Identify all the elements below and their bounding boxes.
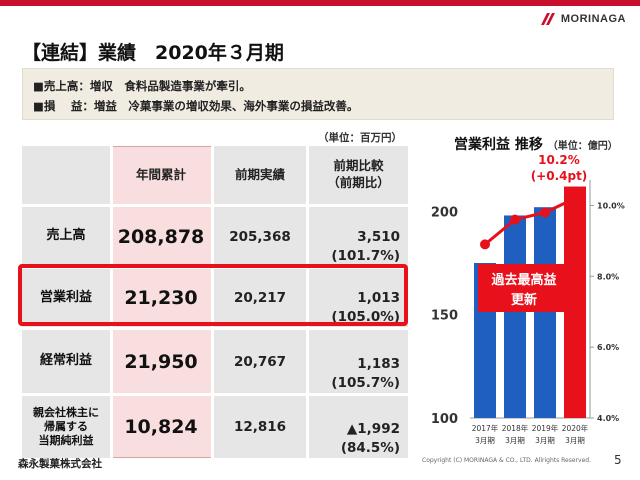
top-accent-bar: [0, 0, 640, 6]
operating-profit-chart: 100 150 200 4.0% 6.0% 8.0% 10.0% 2017年 3月期 2018年 3…: [431, 153, 625, 445]
right-axis-tick-label: 8.0%: [597, 272, 619, 281]
table-row-divider: [22, 204, 408, 207]
x-axis-category-label-period: 3月期: [565, 436, 585, 445]
header-comparison-line2: （前期比）: [327, 175, 390, 190]
left-axis-tick-label: 150: [431, 309, 458, 324]
sales-previous-value: 205,368: [229, 228, 291, 245]
record-profit-banner-line2: 更新: [511, 292, 537, 308]
net-income-previous-value: 12,816: [233, 419, 287, 435]
net-income-label-line3: 当期純利益: [38, 433, 94, 447]
sales-comparison: 3,510 (101.7%): [309, 207, 408, 266]
operating-profit-annual-value: 21,230: [124, 287, 198, 309]
ordinary-profit-ratio-value: (105.7%): [331, 375, 400, 392]
sales-annual-value: 208,878: [117, 225, 205, 248]
header-comparison-line1: 前期比較: [333, 158, 384, 174]
row-label-ordinary-profit: 経常利益: [39, 353, 92, 369]
footer-company-name: 森永製菓株式会社: [18, 458, 102, 470]
ordinary-profit-previous-value: 20,767: [233, 353, 287, 370]
brand-logo-text: MORINAGA: [560, 13, 626, 25]
footer-copyright: Copyright (C) MORINAGA & CO., LTD. Allri…: [422, 457, 591, 464]
ordinary-profit-annual-value: 21,950: [124, 350, 198, 373]
summary-sales-line: ■売上高：増収 食料品製造事業が牽引。: [33, 79, 251, 93]
net-income-annual-value: 10,824: [124, 416, 198, 438]
operating-profit-bar: [564, 186, 586, 418]
x-axis-category-label-year: 2017年: [472, 423, 499, 433]
net-income-comparison: ▲1,992 (84.5%): [309, 396, 408, 458]
x-axis-category-label-period: 3月期: [475, 436, 495, 445]
chart-title: 営業利益 推移 （単位：億円）: [454, 134, 618, 154]
operating-profit-previous-value: 20,217: [233, 290, 287, 306]
table-row-divider: [22, 393, 408, 396]
operating-profit-highlight-frame: [18, 264, 408, 326]
row-label-net-income: 親会社株主に 帰属する 当期純利益: [22, 396, 110, 458]
results-table: 年間累計 前期実績 前期比較 （前期比） 売上高 208,878 205,368…: [22, 146, 408, 458]
net-income-label-line2: 帰属する: [44, 420, 88, 434]
sales-ratio-value: (101.7%): [331, 248, 400, 265]
x-axis-category-label-year: 2018年: [502, 423, 529, 433]
margin-annotation-value: 10.2%: [538, 153, 580, 167]
chart-title-text: 営業利益 推移: [454, 137, 543, 153]
ordinary-profit-diff-value: 1,183: [357, 356, 400, 373]
operating-profit-ratio-value: (105.0%): [331, 309, 400, 326]
x-axis-category-label-year: 2019年: [532, 423, 559, 433]
ordinary-profit-comparison: 1,183 (105.7%): [309, 330, 408, 393]
page-title: 【連結】業績 2020年３月期: [22, 42, 284, 64]
net-income-label-line1: 親会社株主に: [33, 406, 99, 420]
header-annual: 年間累計: [135, 166, 186, 182]
operating-profit-bar: [504, 215, 526, 418]
table-col-divider: [211, 146, 214, 458]
angel-mark-icon: [540, 13, 555, 25]
operating-margin-point: [540, 207, 550, 218]
net-income-diff-value: ▲1,992: [346, 421, 400, 438]
annual-column-highlight: [110, 146, 212, 458]
page-number: 5: [614, 453, 622, 467]
operating-margin-point: [570, 193, 580, 204]
left-axis-tick-label: 100: [431, 412, 458, 427]
operating-profit-diff-value: 1,013: [357, 290, 400, 307]
operating-profit-bar: [534, 207, 556, 418]
table-unit-label: （単位：百万円）: [318, 132, 402, 144]
row-label-operating-profit: 営業利益: [39, 289, 92, 305]
margin-annotation-delta: (+0.4pt): [531, 169, 588, 183]
x-axis-category-label-period: 3月期: [505, 436, 525, 445]
header-previous: 前期実績: [234, 166, 285, 182]
right-axis-tick-label: 6.0%: [597, 343, 619, 352]
operating-profit-comparison: 1,013 (105.0%): [309, 269, 408, 327]
right-axis-tick-label: 10.0%: [597, 201, 625, 210]
header-comparison: 前期比較 （前期比）: [309, 146, 408, 204]
operating-margin-point: [480, 239, 490, 250]
left-axis-tick-label: 200: [431, 205, 458, 220]
x-axis-category-label-year: 2020年: [562, 423, 589, 433]
operating-margin-line: [484, 196, 576, 246]
right-axis-tick-label: 4.0%: [597, 414, 619, 423]
summary-profit-line: ■損 益：増益 冷菓事業の増収効果、海外事業の損益改善。: [33, 99, 359, 113]
table-col-divider: [110, 146, 113, 458]
summary-box: ■売上高：増収 食料品製造事業が牽引。 ■損 益：増益 冷菓事業の増収効果、海外…: [22, 68, 614, 120]
brand-logo: MORINAGA: [540, 13, 626, 25]
operating-margin-point: [510, 214, 520, 225]
table-row-divider: [22, 327, 408, 330]
row-label-sales: 売上高: [46, 228, 86, 244]
record-profit-banner-line1: 過去最高益: [490, 272, 556, 288]
chart-unit-label: （単位：億円）: [547, 141, 618, 152]
table-col-divider: [306, 146, 309, 458]
sales-diff-value: 3,510: [357, 229, 400, 246]
net-income-ratio-value: (84.5%): [340, 440, 400, 457]
x-axis-category-label-period: 3月期: [535, 436, 555, 445]
record-profit-banner: [478, 264, 570, 312]
